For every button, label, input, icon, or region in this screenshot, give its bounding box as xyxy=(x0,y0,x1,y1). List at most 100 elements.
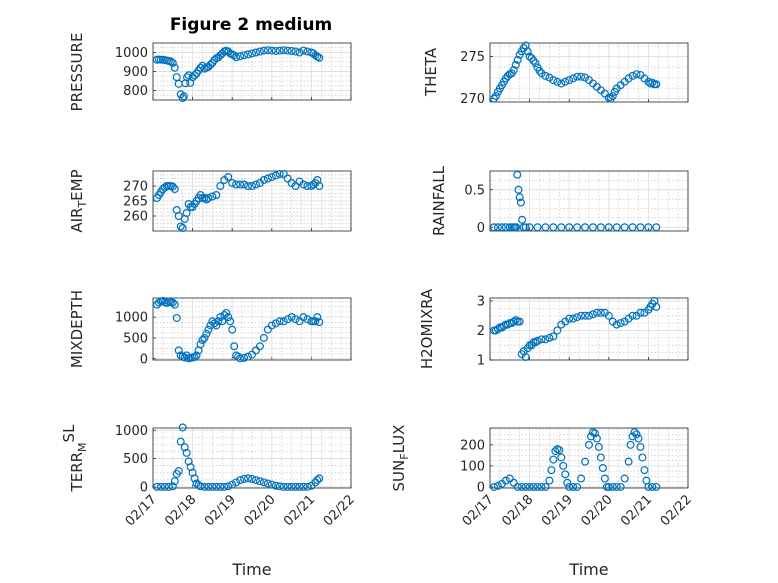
sun-flux-data-point xyxy=(652,482,661,491)
pressure-data-point xyxy=(283,46,292,55)
mixdepth-data-point xyxy=(283,315,292,324)
mixdepth-data-point xyxy=(198,336,207,345)
theta-data-point xyxy=(545,73,554,82)
theta-data-point xyxy=(509,65,518,74)
terr-msl-data-point xyxy=(170,477,179,486)
rainfall-data-point xyxy=(604,223,613,232)
pressure-y-tick-label: 900 xyxy=(123,65,148,80)
mixdepth-data-point xyxy=(263,325,272,334)
theta-data-point xyxy=(624,74,633,83)
mixdepth-data-point xyxy=(251,346,260,355)
sun-flux-data-point xyxy=(489,482,498,491)
mixdepth-ylabel: MIXDEPTH xyxy=(68,290,86,368)
air-temp-data-point xyxy=(208,192,217,201)
terr-msl-data-point xyxy=(208,482,217,491)
theta-data-point xyxy=(648,78,657,87)
theta-data-point xyxy=(513,55,522,64)
theta-data-point xyxy=(549,76,558,85)
air-temp-ylabel-air: AIR xyxy=(68,208,86,233)
pressure-axes-box xyxy=(152,42,352,101)
h2omixra-data-point xyxy=(584,311,593,320)
terr-msl-data-point xyxy=(244,474,253,483)
h2omixra-data-point xyxy=(612,320,621,329)
pressure-data-point xyxy=(263,46,272,55)
pressure-data-point xyxy=(259,46,268,55)
sun-flux-data-point xyxy=(537,482,546,491)
figure-title: Figure 2 medium xyxy=(170,15,332,35)
mixdepth-data-point xyxy=(287,313,296,322)
terr-msl-ylabel-sub: M xyxy=(76,442,89,452)
theta-data-point xyxy=(489,94,498,103)
mixdepth-data-point xyxy=(206,321,215,330)
h2omixra-data-point xyxy=(511,316,520,325)
terr-msl-data-point xyxy=(263,479,272,488)
mixdepth-data-point xyxy=(315,318,324,327)
sun-flux-data-point xyxy=(608,482,617,491)
terr-msl-y-tick-label: 500 xyxy=(123,452,148,467)
terr-msl-x-tick-label: 02/19 xyxy=(202,492,239,529)
mixdepth-data-point xyxy=(279,317,288,326)
theta-axes-box xyxy=(489,42,689,103)
mixdepth-data-point xyxy=(244,352,253,361)
sun-flux-data-point xyxy=(505,474,514,483)
terr-msl-data-point xyxy=(248,474,257,483)
mixdepth-data-point xyxy=(275,317,284,326)
sun-flux-y-tick-label: 0 xyxy=(477,480,485,495)
air-temp-data-point xyxy=(291,182,300,191)
panel-sun-flux: 0 100 200 02/17 02/18 02/19 02/20 02/21 02/22 SU… xyxy=(390,425,695,530)
air-temp-data-point xyxy=(267,173,276,182)
sun-flux-plot-area: 0 100 200 02/17 02/18 02/19 02/20 02/21 02/22 xyxy=(460,427,695,529)
sun-flux-y-tick-label: 100 xyxy=(460,459,485,474)
h2omixra-data-point xyxy=(553,326,562,335)
panel-rainfall: 00.5 RAINFALL xyxy=(430,165,689,236)
pressure-data-point xyxy=(279,46,288,55)
theta-data-point xyxy=(652,80,661,89)
pressure-y-tick-label: 1000 xyxy=(115,46,148,61)
pressure-data-point xyxy=(232,53,241,62)
sun-flux-data-point xyxy=(590,429,599,438)
h2omixra-data-point xyxy=(537,335,546,344)
sun-flux-data-point xyxy=(598,464,607,473)
rainfall-data-point xyxy=(533,223,542,232)
sun-flux-data-point xyxy=(577,474,586,483)
sun-flux-x-tick-label: 02/19 xyxy=(539,492,576,529)
mixdepth-data-point xyxy=(313,313,322,322)
terr-msl-data-point xyxy=(275,482,284,491)
rainfall-data-point xyxy=(513,170,522,179)
pressure-data-point xyxy=(230,51,239,60)
sun-flux-data-point xyxy=(501,476,510,485)
pressure-data-point xyxy=(170,63,179,72)
theta-y-tick-label: 270 xyxy=(460,92,485,107)
terr-msl-data-point xyxy=(228,480,237,489)
terr-msl-data-point xyxy=(240,474,249,483)
sun-flux-y-tick-label: 200 xyxy=(460,438,485,453)
rainfall-data-point xyxy=(493,223,502,232)
terr-msl-y-tick-label: 0 xyxy=(140,480,148,495)
mixdepth-data-point xyxy=(180,353,189,362)
sun-flux-ylabel-rest: LUX xyxy=(390,425,408,454)
pressure-data-point xyxy=(240,51,249,60)
mixdepth-data-point xyxy=(267,321,276,330)
pressure-data-point xyxy=(172,73,181,82)
rainfall-data-point xyxy=(512,223,521,232)
terr-msl-x-tick-label: 02/21 xyxy=(281,492,318,529)
air-temp-data-point xyxy=(244,182,253,191)
terr-msl-data-point xyxy=(279,482,288,491)
sun-flux-ylabel: SUNFLUX xyxy=(390,425,411,492)
theta-data-point xyxy=(553,77,562,86)
sun-flux-x-tick-label: 02/22 xyxy=(658,492,695,529)
h2omixra-data-point xyxy=(628,311,637,320)
air-temp-data-point xyxy=(200,194,209,203)
mixdepth-data-point xyxy=(174,346,183,355)
pressure-data-point xyxy=(184,71,193,80)
h2omixra-data-point xyxy=(577,311,586,320)
air-temp-data-point xyxy=(176,222,185,231)
theta-data-point xyxy=(573,72,582,81)
mixdepth-data-point xyxy=(162,298,171,307)
terr-msl-data-point xyxy=(190,474,199,483)
xlabel-left: Time xyxy=(231,560,271,579)
sun-flux-data-point xyxy=(584,440,593,449)
mixdepth-data-point xyxy=(154,298,163,307)
terr-msl-data-point xyxy=(176,437,185,446)
